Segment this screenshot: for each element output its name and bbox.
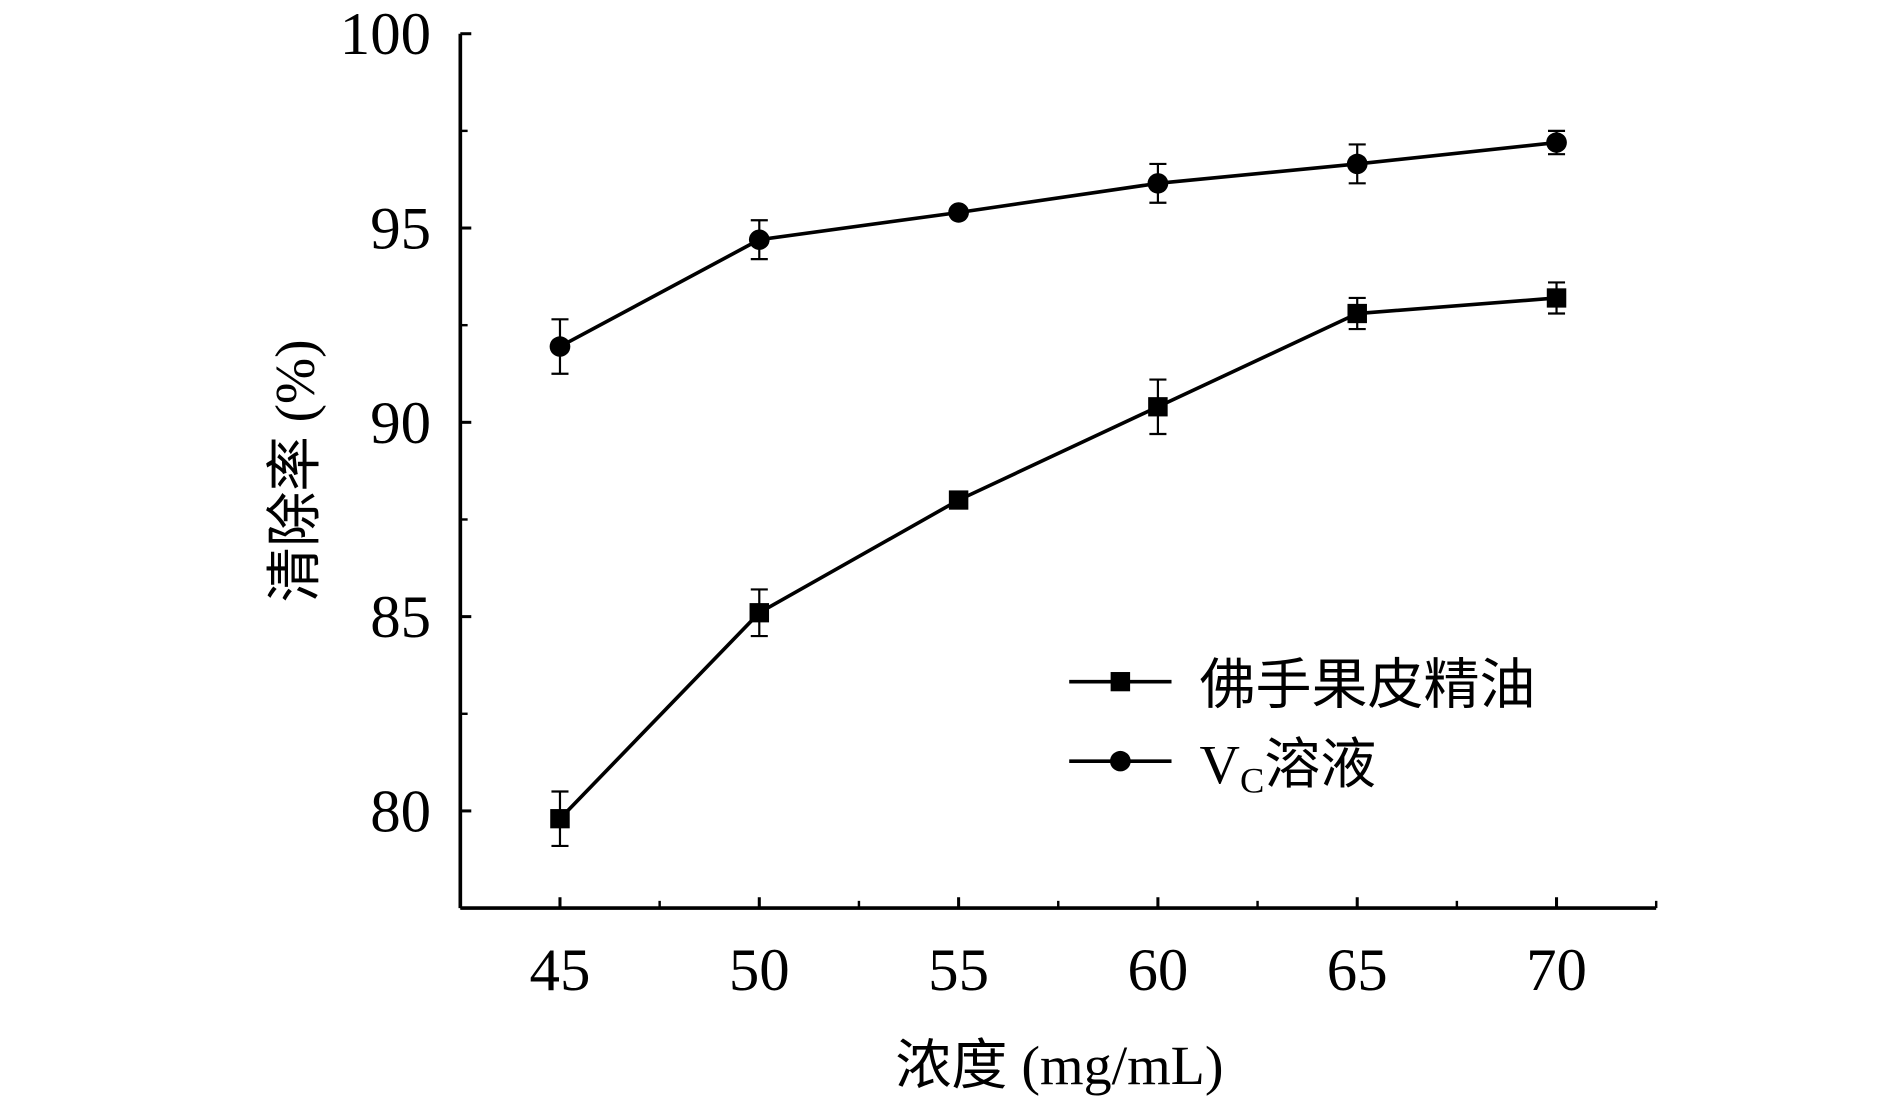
data-point-square	[1347, 303, 1367, 324]
y-tick-label: 95	[370, 196, 431, 263]
legend-circle-marker	[1110, 750, 1131, 772]
y-tick-label: 85	[370, 584, 431, 651]
legend-label: VC溶液	[1200, 734, 1377, 800]
legend-item-essential-oil: 佛手果皮精油	[1069, 655, 1536, 717]
data-point-circle	[748, 229, 770, 250]
series-line	[558, 296, 1557, 820]
data-marks	[549, 129, 1567, 847]
x-axis-label: 浓度 (mg/mL)	[895, 1035, 1223, 1097]
data-point-square	[1148, 397, 1168, 417]
data-point-circle	[1546, 132, 1567, 153]
data-point-circle	[549, 336, 571, 357]
x-tick-label: 65	[1327, 937, 1388, 1004]
data-point-circle	[1147, 173, 1169, 194]
legend-item-vc: VC溶液	[1069, 734, 1376, 800]
x-tick-label: 45	[530, 937, 591, 1004]
x-tick-label: 60	[1127, 937, 1188, 1004]
data-point-circle	[1346, 153, 1368, 175]
data-point-square	[550, 809, 570, 829]
y-axis-label: 清除率 (%)	[265, 339, 327, 602]
x-tick-label: 70	[1526, 937, 1587, 1004]
legend-square-marker	[1110, 672, 1131, 692]
legend-label: 佛手果皮精油	[1200, 655, 1536, 717]
data-point-square	[948, 490, 969, 510]
y-tick-label: 80	[370, 779, 431, 846]
legend: 佛手果皮精油 VC溶液	[1069, 655, 1536, 800]
axes: 80 85 90 95 100 45 50 55 60 65 70	[340, 1, 1658, 1004]
data-point-square	[1546, 288, 1567, 308]
y-tick-label: 90	[370, 390, 431, 457]
data-point-circle	[948, 202, 969, 223]
data-point-square	[749, 603, 770, 623]
y-tick-label: 100	[340, 1, 431, 68]
series-line	[559, 140, 1557, 349]
x-tick-label: 50	[729, 937, 790, 1004]
x-tick-label: 55	[928, 937, 989, 1004]
